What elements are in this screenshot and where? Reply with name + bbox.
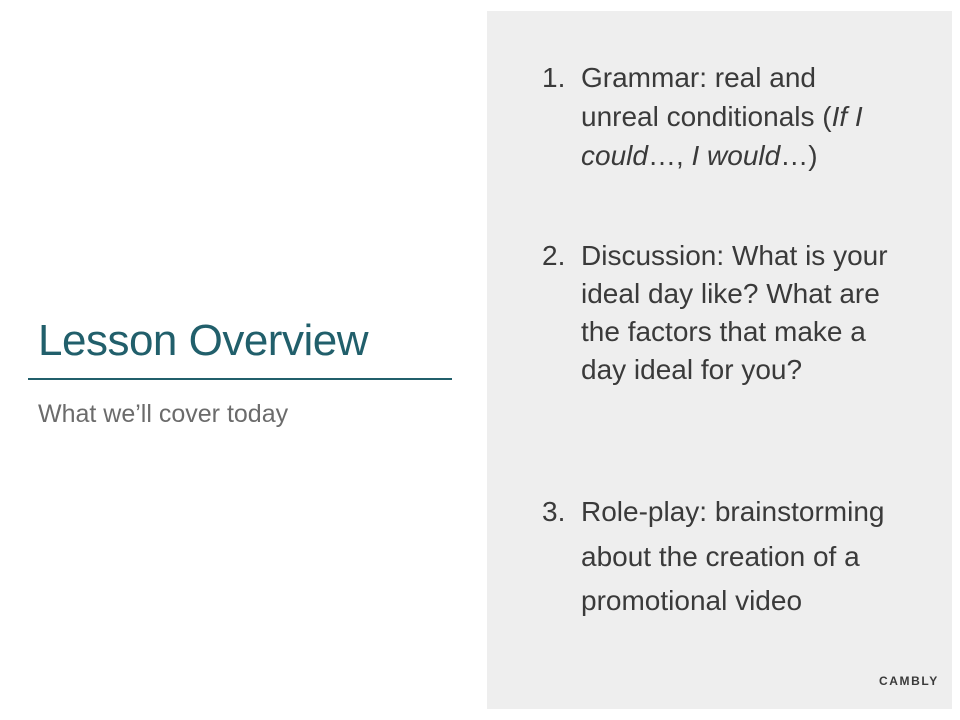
- page-title: Lesson Overview: [38, 316, 368, 365]
- agenda-text-segment: Grammar: real and unreal conditionals (: [581, 62, 832, 132]
- agenda-item-text: Grammar: real and unreal conditionals (I…: [581, 58, 901, 175]
- agenda-text-italic-segment: I would: [691, 140, 781, 171]
- agenda-item-number: 1.: [542, 62, 566, 93]
- agenda-text-segment: …,: [647, 140, 692, 171]
- agenda-text-segment: …): [780, 140, 818, 171]
- page-subtitle: What we’ll cover today: [38, 400, 289, 428]
- agenda-text-italic-segment: If I could: [581, 101, 863, 171]
- title-divider: [28, 378, 452, 380]
- agenda-item-text: Role-play: brainstorming about the creat…: [581, 490, 901, 624]
- cambly-logo: CAMBLY: [879, 674, 939, 688]
- agenda-item-number: 2.: [542, 240, 566, 271]
- agenda-panel: [487, 11, 952, 709]
- agenda-item-number: 3.: [542, 496, 566, 527]
- agenda-text-segment: Role-play: brainstorming about the creat…: [581, 496, 885, 616]
- agenda-text-segment: Discussion: What is your ideal day like?…: [581, 240, 888, 385]
- agenda-item-text: Discussion: What is your ideal day like?…: [581, 237, 901, 389]
